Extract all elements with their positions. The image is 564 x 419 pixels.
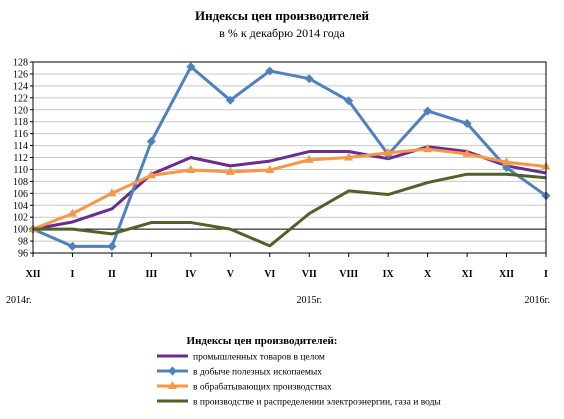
x-tick-label: V: [227, 269, 235, 280]
x-tick-label: XII: [25, 269, 40, 280]
y-tick-label: 114: [13, 141, 28, 152]
y-tick-label: 116: [13, 129, 28, 140]
data-point: [304, 154, 314, 163]
legend-item: в обрабатывающих производствах: [157, 381, 332, 393]
y-tick-label: 126: [13, 69, 28, 80]
y-tick-label: 110: [13, 165, 28, 176]
y-axis: 9698100102104106108110112114116118120122…: [13, 58, 33, 260]
data-point: [265, 66, 275, 76]
series-line: [32, 147, 547, 231]
data-point: [502, 163, 512, 173]
series-group: [33, 172, 547, 248]
year-label: 2014г.: [6, 295, 31, 306]
data-point: [146, 170, 156, 179]
legend-label: в добыче полезных ископаемых: [193, 367, 322, 378]
data-point: [462, 148, 472, 157]
x-tick-label: I: [71, 269, 75, 280]
y-tick-label: 96: [18, 249, 28, 260]
legend-label: в обрабатывающих производствах: [193, 382, 332, 393]
y-tick-label: 120: [13, 105, 28, 116]
series-line: [33, 172, 547, 248]
y-tick-label: 104: [13, 201, 28, 212]
x-tick-label: IX: [383, 269, 395, 280]
series-group: [28, 144, 551, 233]
y-tick-label: 106: [13, 189, 28, 200]
y-tick-label: 122: [13, 93, 28, 104]
data-point: [462, 118, 472, 128]
series-line: [32, 145, 547, 231]
x-tick-label: VIII: [339, 269, 358, 280]
series-line: [32, 65, 547, 248]
data-point: [107, 188, 117, 197]
chart-subtitle: в % к декабрю 2014 года: [219, 26, 345, 40]
data-point: [67, 241, 77, 251]
x-tick-label: XI: [462, 269, 473, 280]
x-tick-label: VII: [302, 269, 317, 280]
legend-item: в производстве и распределении электроэн…: [157, 398, 441, 408]
data-point: [265, 165, 275, 174]
chart-title: Индексы цен производителей: [195, 8, 370, 23]
data-point: [146, 136, 156, 146]
y-tick-label: 118: [13, 117, 28, 128]
y-tick-label: 124: [13, 81, 28, 92]
series-lines: [28, 62, 551, 251]
data-point: [225, 166, 235, 175]
y-tick-label: 98: [18, 237, 28, 248]
x-tick-label: XII: [499, 269, 514, 280]
year-label: 2015г.: [296, 295, 321, 306]
legend-swatch-marker: [168, 381, 177, 389]
x-tick-label: IV: [185, 269, 197, 280]
data-point: [186, 62, 196, 72]
data-point: [67, 208, 77, 217]
legend-item: промышленных товаров в целом: [157, 353, 325, 363]
y-tick-label: 100: [13, 225, 28, 236]
x-tick-label: VI: [264, 269, 275, 280]
legend-label: в производстве и распределении электроэн…: [193, 398, 441, 408]
y-tick-label: 102: [13, 213, 28, 224]
y-tick-label: 108: [13, 177, 28, 188]
x-tick-label: II: [108, 269, 116, 280]
data-point: [502, 157, 512, 166]
x-tick-label: I: [544, 269, 548, 280]
y-tick-label: 112: [13, 153, 28, 164]
data-point: [423, 144, 433, 153]
data-point: [423, 106, 433, 116]
x-tick-label: X: [424, 269, 432, 280]
legend-label: промышленных товаров в целом: [193, 353, 325, 363]
year-label: 2016г.: [525, 295, 550, 306]
plot-area-frame: [32, 61, 547, 254]
data-point: [344, 152, 354, 161]
legend-item: в добыче полезных ископаемых: [157, 366, 322, 378]
x-tick-label: III: [146, 269, 158, 280]
y-tick-label: 128: [13, 58, 28, 69]
data-point: [186, 165, 196, 174]
series-group: [32, 145, 547, 231]
data-point: [304, 74, 314, 84]
series-group: [28, 62, 551, 251]
data-point: [107, 241, 117, 251]
legend-title: Индексы цен производителей:: [187, 335, 338, 347]
data-point: [225, 95, 235, 105]
legend-swatch-marker: [168, 366, 177, 376]
legend: Индексы цен производителей: промышленных…: [157, 335, 441, 408]
data-point: [383, 147, 393, 156]
data-point: [344, 96, 354, 106]
